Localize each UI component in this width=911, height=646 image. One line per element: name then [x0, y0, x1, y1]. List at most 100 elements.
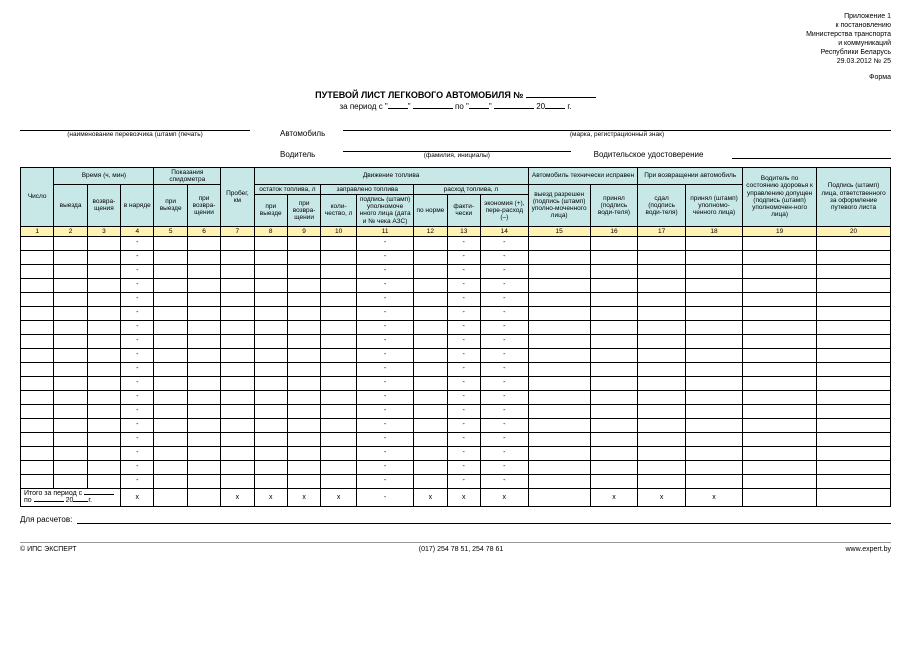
table-cell: [54, 292, 87, 306]
table-cell: [743, 390, 817, 404]
table-cell: [590, 348, 638, 362]
table-cell: -: [447, 376, 480, 390]
col-mileage: Пробег, км: [221, 167, 254, 226]
col-departure: выезда: [54, 184, 87, 226]
table-row: ----: [21, 306, 891, 320]
table-cell: [685, 278, 742, 292]
table-cell: [817, 362, 891, 376]
table-cell: [254, 446, 287, 460]
table-cell: [528, 292, 590, 306]
table-cell: [187, 362, 220, 376]
col-spid-out: при выезде: [154, 184, 187, 226]
table-cell: [743, 376, 817, 390]
table-cell: [685, 460, 742, 474]
table-cell: [54, 236, 87, 250]
doc-number-field: [526, 97, 596, 98]
table-cell: [414, 236, 447, 250]
column-number: 20: [817, 226, 891, 236]
table-cell: [817, 264, 891, 278]
table-cell: -: [357, 334, 414, 348]
table-cell: -: [480, 236, 528, 250]
table-cell: -: [121, 264, 154, 278]
table-cell: -: [357, 432, 414, 446]
table-cell: -: [357, 348, 414, 362]
totals-cell: x: [121, 488, 154, 506]
table-cell: [287, 264, 320, 278]
table-cell: [414, 306, 447, 320]
table-cell: [685, 264, 742, 278]
table-cell: [590, 446, 638, 460]
table-cell: [21, 446, 54, 460]
table-cell: [743, 278, 817, 292]
table-cell: [21, 320, 54, 334]
table-cell: [54, 278, 87, 292]
table-cell: [414, 376, 447, 390]
table-cell: [187, 432, 220, 446]
table-cell: [743, 320, 817, 334]
table-cell: [414, 446, 447, 460]
table-cell: -: [480, 306, 528, 320]
table-cell: [154, 236, 187, 250]
table-cell: [743, 292, 817, 306]
table-row: ----: [21, 278, 891, 292]
totals-cell: -: [357, 488, 414, 506]
table-cell: [528, 362, 590, 376]
table-cell: [287, 404, 320, 418]
totals-cell: [154, 488, 187, 506]
col-responsible: Подпись (штамп) лица, ответственного за …: [817, 167, 891, 226]
table-cell: -: [447, 306, 480, 320]
auto-row: Автомобиль (марка, регистрационный знак): [280, 119, 891, 138]
col-on-duty: в наряде: [121, 184, 154, 226]
table-cell: [21, 306, 54, 320]
table-cell: [254, 432, 287, 446]
table-cell: [154, 474, 187, 488]
table-cell: [817, 278, 891, 292]
table-cell: -: [480, 334, 528, 348]
table-cell: [638, 250, 686, 264]
table-cell: [590, 432, 638, 446]
table-cell: -: [121, 390, 154, 404]
table-cell: [187, 418, 220, 432]
table-cell: [87, 446, 120, 460]
table-cell: [87, 460, 120, 474]
table-cell: -: [357, 446, 414, 460]
table-cell: [321, 362, 357, 376]
table-cell: -: [357, 418, 414, 432]
table-cell: [528, 390, 590, 404]
totals-cell: x: [414, 488, 447, 506]
totals-cell: x: [480, 488, 528, 506]
info-section: (наименование перевозчика (штамп (печать…: [20, 119, 891, 161]
table-cell: [321, 474, 357, 488]
table-cell: [590, 376, 638, 390]
table-cell: [287, 320, 320, 334]
table-cell: [321, 334, 357, 348]
table-cell: -: [447, 418, 480, 432]
table-cell: [21, 292, 54, 306]
table-cell: [414, 432, 447, 446]
col-depart-allowed: выезд разрешен (подпись (штамп) уполно-м…: [528, 184, 590, 226]
carrier-caption: (наименование перевозчика (штамп (печать…: [20, 131, 250, 138]
footer-left: © ИПС ЭКСПЕРТ: [20, 546, 77, 553]
column-number: 15: [528, 226, 590, 236]
table-cell: [87, 362, 120, 376]
col-fill-qty: коли-чество, л: [321, 195, 357, 227]
table-cell: [254, 236, 287, 250]
table-cell: [414, 292, 447, 306]
table-cell: [817, 348, 891, 362]
column-number: 2: [54, 226, 87, 236]
table-cell: [638, 460, 686, 474]
col-fill-sign: подпись (штамп) уполномоче нного лица (д…: [357, 195, 414, 227]
table-cell: [638, 390, 686, 404]
table-cell: -: [447, 404, 480, 418]
table-cell: -: [357, 362, 414, 376]
col-group-fuel: Движение топлива: [254, 167, 528, 184]
table-cell: -: [447, 236, 480, 250]
table-cell: -: [480, 432, 528, 446]
period-from-label: за период с: [339, 102, 382, 111]
table-cell: -: [121, 418, 154, 432]
table-cell: -: [480, 376, 528, 390]
column-number: 18: [685, 226, 742, 236]
table-cell: [685, 446, 742, 460]
table-cell: -: [121, 306, 154, 320]
table-cell: [21, 236, 54, 250]
